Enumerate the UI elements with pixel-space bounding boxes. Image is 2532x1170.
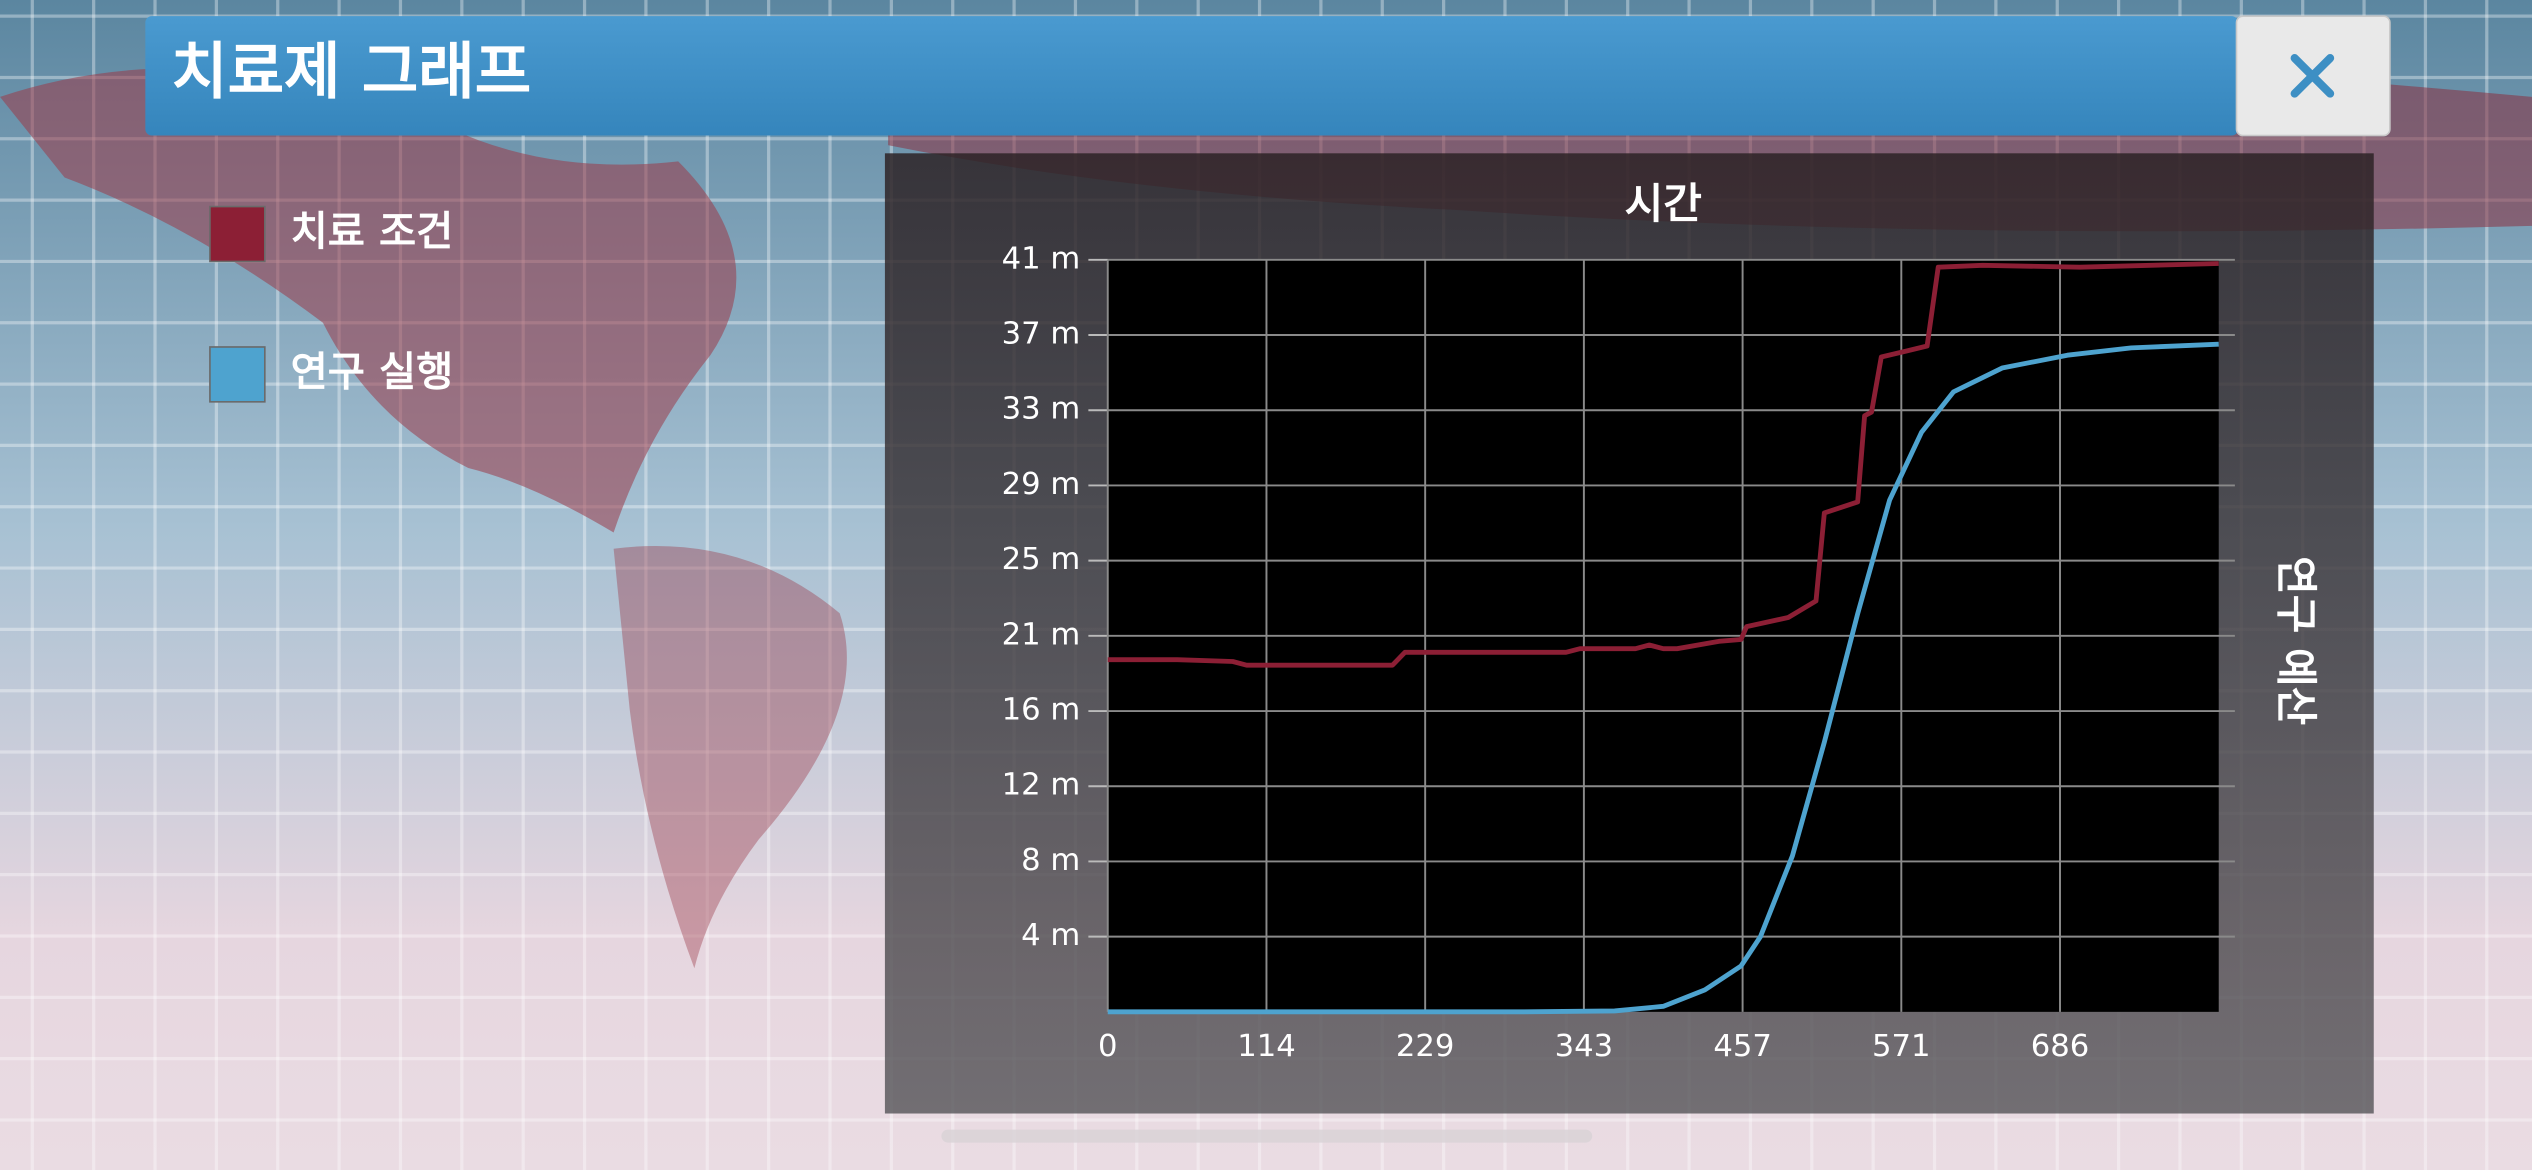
x-tick-label: 457 xyxy=(1713,1029,1772,1064)
x-tick-label: 343 xyxy=(1555,1029,1614,1064)
legend-swatch xyxy=(209,205,266,263)
y-tick-label: 16 m xyxy=(1002,693,1081,728)
legend-label: 연구 실행 xyxy=(291,348,454,395)
x-axis-title: 시간 xyxy=(1625,179,1702,228)
scrollbar[interactable] xyxy=(941,1129,1593,1143)
series-line xyxy=(1107,341,2219,1015)
title-bar xyxy=(145,16,2239,136)
x-tick-label: 571 xyxy=(1872,1029,1931,1064)
y-tick-label: 25 m xyxy=(1002,542,1081,577)
y-tick-label: 4 m xyxy=(1021,918,1080,953)
y-tick-label: 21 m xyxy=(1002,617,1081,652)
y-tick-label: 33 m xyxy=(1002,392,1081,427)
x-tick-label: 229 xyxy=(1396,1029,1455,1064)
y-tick-label: 12 m xyxy=(1002,768,1081,803)
map-continent xyxy=(0,68,737,533)
y-tick-label: 29 m xyxy=(1002,467,1081,502)
close-icon[interactable] xyxy=(2290,54,2335,98)
map-continent xyxy=(613,546,847,969)
y-tick-label: 37 m xyxy=(1002,317,1081,352)
x-tick-label: 686 xyxy=(2031,1029,2090,1064)
y-tick-label: 41 m xyxy=(1002,241,1081,276)
y-tick-label: 8 m xyxy=(1021,843,1080,878)
legend-label: 치료 조건 xyxy=(291,208,454,255)
close-button[interactable] xyxy=(2235,15,2391,137)
x-tick-label: 114 xyxy=(1237,1029,1296,1064)
x-tick-label: 0 xyxy=(1098,1029,1118,1064)
legend-swatch xyxy=(209,346,266,403)
y-axis-title: 연구 예산 xyxy=(2272,556,2321,725)
series-line xyxy=(1107,261,2219,668)
window-title: 치료제 그래프 xyxy=(171,36,531,107)
